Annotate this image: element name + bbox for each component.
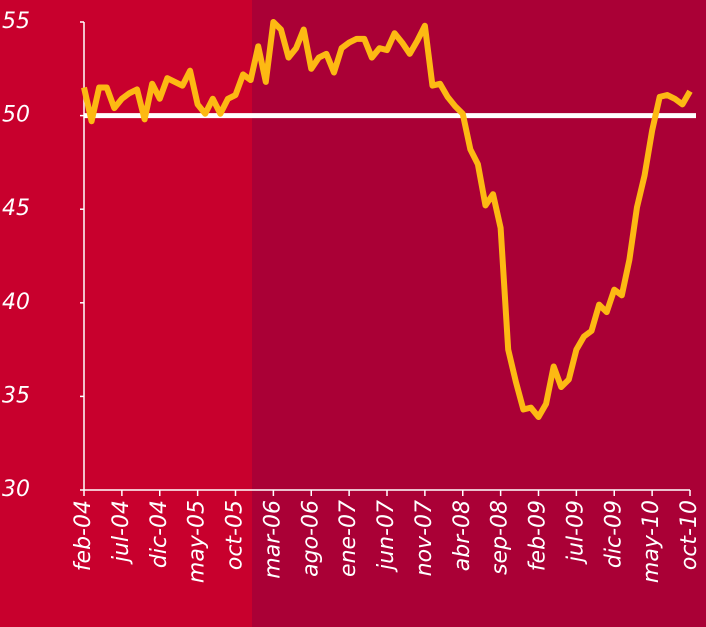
y-tick-label: 40 xyxy=(2,290,30,315)
x-tick-label: oct-10 xyxy=(677,500,702,570)
data-line xyxy=(81,19,693,420)
y-tick-label: 35 xyxy=(2,383,30,408)
x-tick-label: may-10 xyxy=(639,500,664,583)
x-tick-label: feb-04 xyxy=(71,500,96,571)
x-tick-label: abr-08 xyxy=(450,500,475,571)
x-tick-label: sep-08 xyxy=(488,500,513,575)
x-tick-label: jul-09 xyxy=(563,500,588,565)
x-tick-label: ene-07 xyxy=(336,500,361,577)
x-tick-label: dic-09 xyxy=(601,500,626,568)
x-tick-label: feb-09 xyxy=(526,500,551,571)
y-tick-label: 50 xyxy=(2,103,30,128)
x-tick-label: may-05 xyxy=(185,500,210,583)
x-tick-label: mar-06 xyxy=(260,500,285,579)
x-tick-label: jun-07 xyxy=(374,500,399,573)
x-tick-label: dic-04 xyxy=(147,500,172,568)
y-tick-label: 55 xyxy=(2,9,30,34)
x-tick-label: ago-06 xyxy=(298,500,323,577)
x-tick-label: nov-07 xyxy=(412,500,437,576)
x-tick-label: jul-04 xyxy=(109,500,134,565)
y-tick-label: 30 xyxy=(2,477,30,502)
y-tick-label: 45 xyxy=(2,196,30,221)
background-panel xyxy=(252,0,706,627)
x-tick-label: oct-05 xyxy=(223,500,248,570)
